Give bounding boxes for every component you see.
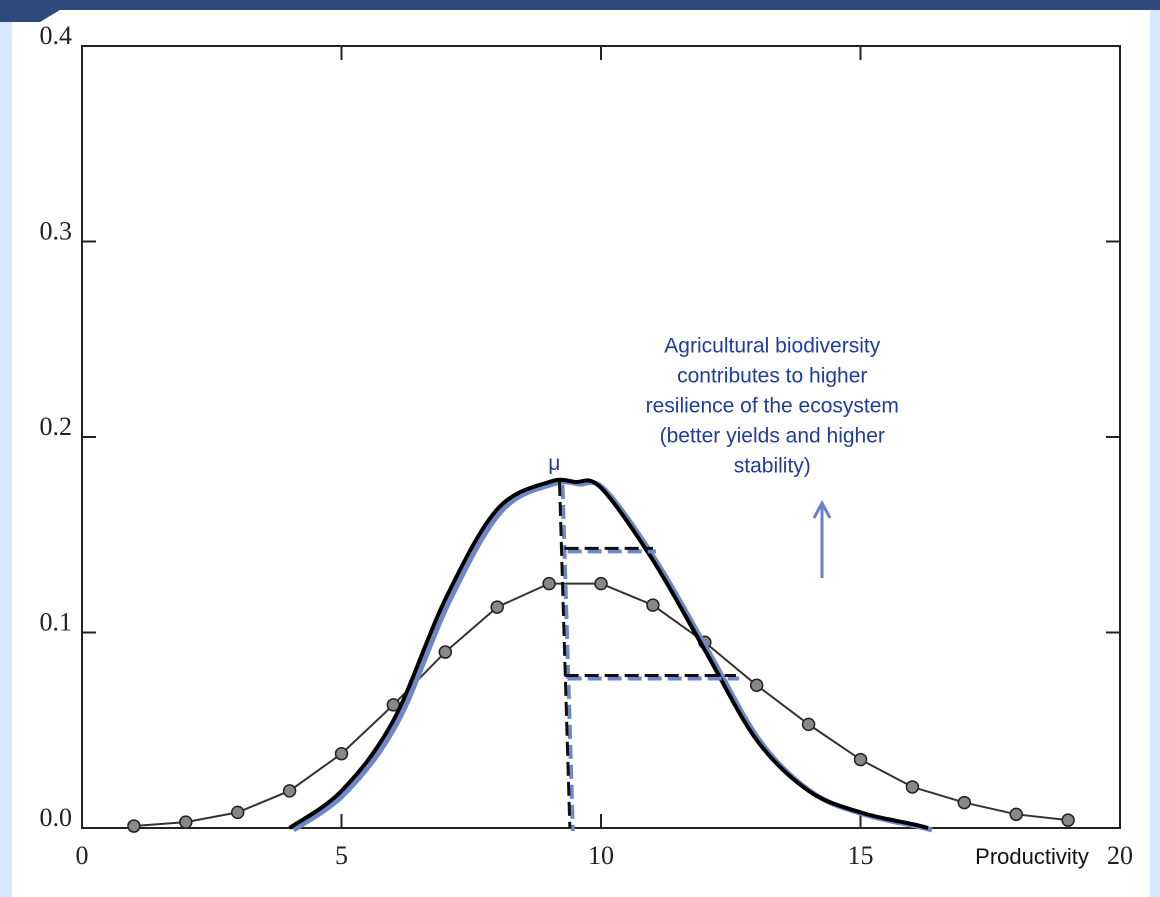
y-tick-label: 0.1 [40,607,73,636]
header-strip [0,0,1160,22]
series-line [288,477,929,830]
left-border [0,0,12,897]
marker [957,795,972,810]
x-tick-label: 0 [76,841,89,870]
marker [438,645,453,659]
marker [334,746,349,761]
marker [127,819,141,833]
marker [749,678,764,693]
x-tick-label: 10 [588,841,614,870]
dashed-line [557,481,572,829]
marker [542,576,556,591]
marker [801,717,816,732]
marker [282,784,297,798]
dashed-line-shadow [560,484,575,832]
marker [905,780,920,794]
x-axis-label: Productivity [975,844,1089,869]
annotation-line: (better yields and higher [660,425,885,448]
annotation-line: resilience of the ecosystem [646,395,899,418]
marker [646,598,660,612]
x-tick-label: 5 [335,841,348,870]
marker [230,805,245,820]
arrow [812,499,832,578]
marker [594,576,608,591]
marker [179,815,193,829]
annotation-line: contributes to higher [677,365,867,388]
annotation-line: Agricultural biodiversity [664,335,880,358]
annotation: μ [548,452,560,475]
annotation-line: stability) [734,455,811,478]
marker [853,752,868,767]
y-tick-label: 0.3 [40,216,73,245]
marker [1061,813,1075,827]
x-tick-label: 20 [1107,841,1133,870]
x-tick-label: 15 [848,841,874,870]
marker [1009,807,1023,822]
marker [490,600,504,614]
y-tick-label: 0.0 [40,803,73,832]
right-border [1150,0,1160,897]
y-tick-label: 0.4 [40,21,73,50]
y-tick-label: 0.2 [40,412,73,441]
